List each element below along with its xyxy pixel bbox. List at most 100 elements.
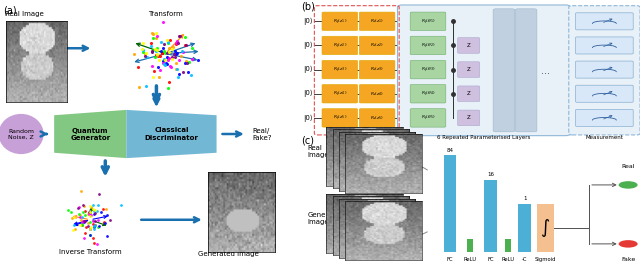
Point (94, 224, 104, 228)
Point (84, 209, 95, 214)
Point (161, 61, 172, 66)
Point (193, 58, 203, 62)
Point (174, 34, 184, 38)
Point (79, 236, 90, 240)
Point (152, 47, 162, 52)
Point (92, 241, 102, 246)
Text: -C: -C (522, 257, 527, 262)
Text: Z: Z (467, 67, 470, 72)
Point (93, 203, 103, 207)
Point (66, 210, 76, 214)
Point (164, 80, 174, 84)
Point (158, 60, 168, 65)
FancyBboxPatch shape (410, 84, 446, 103)
Text: Fake: Fake (621, 257, 636, 262)
Text: ReLU: ReLU (464, 257, 477, 262)
Point (89, 224, 99, 228)
Point (106, 217, 116, 222)
Point (76, 221, 86, 225)
Point (84, 220, 95, 225)
Point (154, 54, 164, 58)
Point (138, 40, 148, 45)
FancyBboxPatch shape (322, 109, 358, 127)
Point (74, 211, 84, 216)
FancyBboxPatch shape (359, 36, 395, 55)
Text: $R_y(z_2)$: $R_y(z_2)$ (333, 41, 347, 50)
Text: (b): (b) (301, 1, 315, 12)
Point (172, 67, 182, 72)
Point (158, 59, 168, 64)
Point (78, 210, 88, 214)
FancyBboxPatch shape (515, 9, 537, 132)
Point (156, 49, 166, 54)
Text: 1: 1 (523, 196, 527, 201)
Point (170, 49, 180, 54)
Point (140, 54, 150, 58)
Text: Encoding: Encoding (342, 135, 371, 140)
Text: $R_y(z_3)$: $R_y(z_3)$ (333, 65, 347, 74)
Point (151, 49, 161, 53)
Text: $R_z(z_5)$: $R_z(z_5)$ (370, 114, 384, 122)
Text: Quantum
Generator: Quantum Generator (70, 128, 110, 140)
Text: |0⟩: |0⟩ (303, 18, 313, 25)
Point (80, 209, 90, 213)
Point (69, 223, 79, 227)
Point (171, 42, 181, 46)
Point (166, 65, 176, 69)
Point (86, 213, 97, 218)
Point (94, 192, 104, 196)
Point (160, 51, 170, 55)
Text: $R_y(\theta_2)$: $R_y(\theta_2)$ (420, 41, 435, 50)
Point (182, 61, 192, 66)
Text: Real
Images: Real Images (308, 145, 333, 158)
Bar (536, 204, 554, 252)
Text: (c): (c) (301, 135, 314, 145)
Text: $R_y(\theta_4)$: $R_y(\theta_4)$ (420, 89, 435, 98)
Point (147, 49, 157, 53)
Point (76, 213, 86, 218)
Point (180, 35, 190, 39)
Point (164, 50, 174, 54)
Point (165, 38, 175, 42)
Point (153, 64, 163, 69)
Point (84, 212, 94, 217)
Text: Z: Z (467, 91, 470, 96)
FancyBboxPatch shape (458, 38, 480, 53)
Point (164, 46, 174, 50)
Point (169, 52, 179, 57)
FancyBboxPatch shape (575, 85, 633, 102)
Point (157, 50, 167, 55)
Point (148, 69, 159, 73)
Point (101, 207, 111, 211)
Point (159, 42, 169, 46)
FancyBboxPatch shape (410, 36, 446, 55)
Point (83, 220, 93, 225)
Point (99, 220, 109, 224)
Text: $R_y(\theta_5)$: $R_y(\theta_5)$ (420, 113, 435, 122)
Text: 6 Repeated Parameterised Layers: 6 Repeated Parameterised Layers (437, 135, 531, 140)
FancyBboxPatch shape (359, 60, 395, 79)
Point (171, 60, 181, 65)
Point (76, 189, 86, 193)
Point (86, 225, 96, 229)
FancyBboxPatch shape (359, 12, 395, 31)
Text: Transform: Transform (148, 11, 183, 17)
Point (96, 210, 106, 214)
Point (166, 57, 177, 61)
Point (84, 210, 94, 215)
Point (81, 225, 91, 229)
Point (163, 38, 173, 42)
FancyBboxPatch shape (322, 84, 358, 103)
Point (84, 227, 95, 231)
Point (76, 218, 86, 222)
Point (136, 47, 147, 51)
Point (159, 62, 169, 66)
Text: $R_y(z_4)$: $R_y(z_4)$ (333, 89, 347, 98)
Text: $R_z(z_2)$: $R_z(z_2)$ (370, 42, 384, 49)
Text: $R_y(\theta_3)$: $R_y(\theta_3)$ (420, 65, 435, 74)
Point (161, 51, 172, 55)
Point (186, 73, 196, 78)
Point (148, 75, 159, 79)
Polygon shape (54, 110, 126, 158)
Text: Z: Z (467, 116, 470, 120)
